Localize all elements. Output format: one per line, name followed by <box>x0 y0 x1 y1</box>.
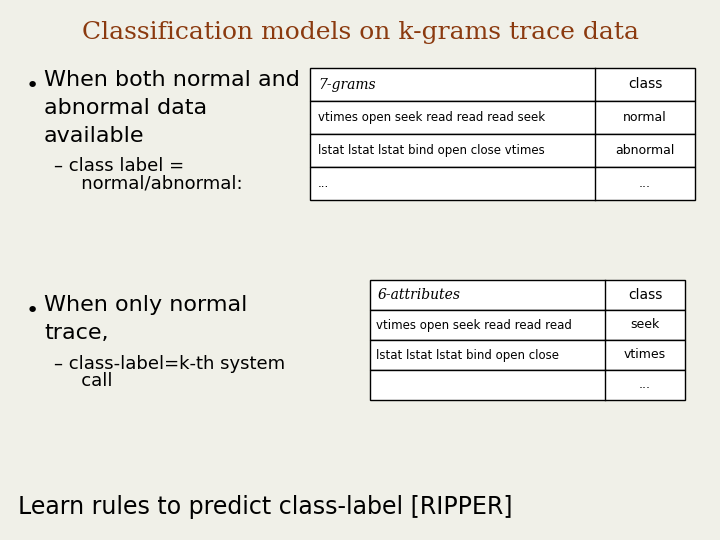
Bar <box>370 370 685 400</box>
Text: – class label =: – class label = <box>54 157 184 175</box>
Text: vtimes open seek read read read seek: vtimes open seek read read read seek <box>318 111 545 124</box>
Text: abnormal: abnormal <box>616 144 675 157</box>
Bar <box>310 101 695 134</box>
Text: Classification models on k-grams trace data: Classification models on k-grams trace d… <box>81 21 639 44</box>
Text: Learn rules to predict class-label [RIPPER]: Learn rules to predict class-label [RIPP… <box>18 495 513 519</box>
Text: class: class <box>628 288 662 302</box>
Text: lstat lstat lstat bind open close: lstat lstat lstat bind open close <box>376 348 559 361</box>
Text: ...: ... <box>639 177 651 190</box>
Bar <box>310 68 695 101</box>
Bar <box>370 310 685 340</box>
Text: normal: normal <box>623 111 667 124</box>
Text: available: available <box>44 126 145 146</box>
Text: When both normal and: When both normal and <box>44 70 300 90</box>
Text: When only normal: When only normal <box>44 295 248 315</box>
Text: ...: ... <box>318 177 329 190</box>
Text: – class-label=k-th system: – class-label=k-th system <box>54 355 285 373</box>
Bar <box>370 340 685 370</box>
Text: trace,: trace, <box>44 323 109 343</box>
Text: ...: ... <box>639 379 651 392</box>
Text: lstat lstat lstat bind open close vtimes: lstat lstat lstat bind open close vtimes <box>318 144 545 157</box>
Text: abnormal data: abnormal data <box>44 98 207 118</box>
Bar <box>370 280 685 310</box>
Bar <box>310 167 695 200</box>
Text: vtimes: vtimes <box>624 348 666 361</box>
Text: normal/abnormal:: normal/abnormal: <box>64 174 243 192</box>
Text: 7-grams: 7-grams <box>318 78 376 91</box>
Text: class: class <box>628 78 662 91</box>
Text: vtimes open seek read read read: vtimes open seek read read read <box>376 319 572 332</box>
Text: •: • <box>26 76 40 96</box>
Text: •: • <box>26 301 40 321</box>
Text: call: call <box>64 372 112 390</box>
Text: seek: seek <box>631 319 660 332</box>
Text: 6-attributes: 6-attributes <box>378 288 461 302</box>
Bar <box>310 134 695 167</box>
